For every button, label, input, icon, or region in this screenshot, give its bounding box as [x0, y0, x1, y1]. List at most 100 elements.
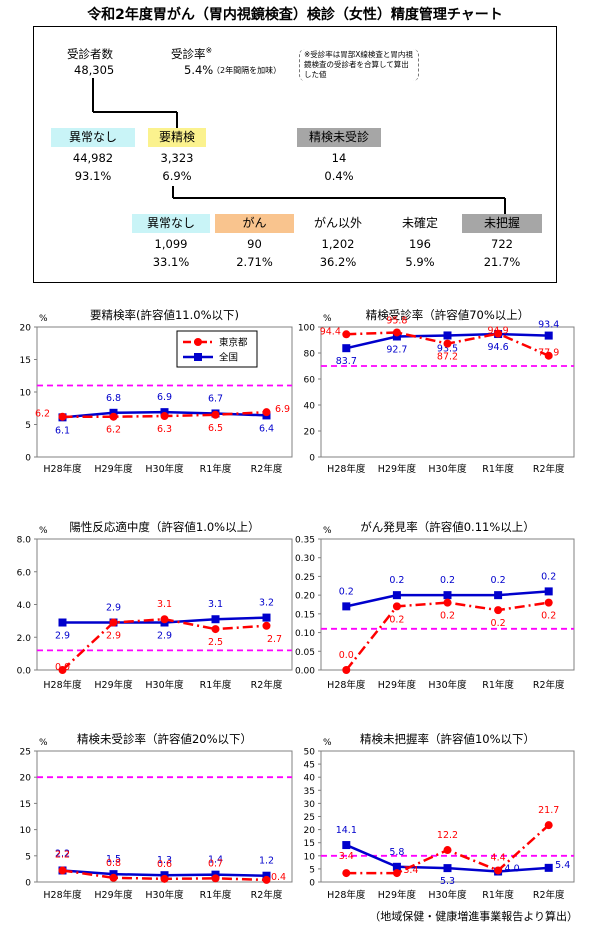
national-data-point [544, 331, 553, 340]
tokyo-data-label: 4.4 [491, 852, 506, 863]
y-tick-label: 0.30 [295, 554, 315, 564]
y-tick-label: 0.05 [295, 648, 315, 658]
national-data-label: 0.2 [541, 571, 556, 582]
chart-title: 精検受診率（許容値70%以上） [366, 308, 530, 322]
tokyo-data-point [160, 615, 169, 624]
x-tick-label: R1年度 [482, 889, 514, 901]
national-data-label: 83.7 [336, 356, 357, 367]
y-tick-label: 25 [20, 748, 31, 758]
x-tick-label: H30年度 [428, 463, 467, 475]
legend-box [176, 330, 258, 368]
page-title: 令和2年度胃がん（胃内視鏡検査）検診（女性）精度管理チャート [87, 7, 503, 23]
national-data-point [443, 864, 452, 873]
y-tick-label: 40 [304, 402, 316, 412]
y-unit-label: % [323, 738, 332, 748]
second-noncancer-pct: 36.2% [319, 255, 357, 269]
tokyo-data-label: 0.2 [491, 618, 506, 629]
tokyo-data-label: 0.4 [271, 872, 286, 883]
tokyo-data-label: 3.1 [157, 599, 172, 610]
national-data-point [342, 841, 351, 850]
x-tick-label: H29年度 [94, 889, 133, 901]
y-unit-label: % [39, 738, 48, 748]
tokyo-data-point [58, 866, 67, 875]
tokyo-data-point [58, 412, 67, 421]
x-tick-label: R1年度 [482, 679, 514, 691]
x-tick-label: R2年度 [251, 679, 283, 691]
x-tick-label: H28年度 [327, 679, 366, 691]
y-tick-label: 0.00 [295, 667, 315, 677]
y-tick-label: 5 [25, 852, 31, 862]
y-tick-label: 0 [309, 454, 315, 464]
x-tick-label: R1年度 [200, 889, 232, 901]
y-tick-label: 15 [304, 839, 315, 849]
x-tick-label: H30年度 [145, 889, 184, 901]
second-undetermined-value: 196 [409, 237, 431, 251]
x-tick-label: H28年度 [43, 679, 82, 691]
x-tick-label: R1年度 [200, 679, 232, 691]
tokyo-data-point [443, 339, 452, 348]
national-data-point [392, 332, 401, 341]
tokyo-data-point [342, 666, 351, 674]
tokyo-data-label: 87.2 [437, 352, 458, 363]
chart-title: 要精検率(許容値11.0%以下) [90, 308, 239, 322]
y-tick-label: 2.0 [17, 634, 32, 644]
first-unexamined-pct: 0.4% [324, 169, 354, 183]
x-tick-label: H29年度 [378, 679, 417, 691]
chart-title: 精検未受診率（許容値20%以下） [77, 732, 252, 746]
legend-tokyo-marker [194, 338, 202, 346]
chart-title: がん発見率（許容値0.11%以上） [360, 520, 535, 534]
legend-national-marker [194, 353, 202, 361]
rate-mark: ※ [205, 46, 213, 56]
first-unexamined-value: 14 [331, 151, 347, 165]
chart-3: 陽性反応適中度（許容値1.0%以上）% 0.0 2.0 4.0 6.0 8.0 H28年度 H… [17, 520, 293, 691]
chart-5: 精検未受診率（許容値20%以下）% 0 5 10 15 20 25 H28年度 H29年度 H30… [20, 732, 293, 901]
second-cancer-pct: 2.71% [236, 255, 273, 269]
y-tick-label: 5 [309, 865, 315, 875]
national-data-point [494, 591, 503, 600]
national-data-label: 94.6 [488, 342, 509, 353]
national-data-label: 0.2 [339, 586, 354, 597]
national-data-label: 5.3 [440, 876, 455, 887]
tokyo-data-point [160, 874, 169, 883]
x-tick-label: H29年度 [378, 463, 417, 475]
source-footer: （地域保健・健康増進事業報告より算出） [369, 910, 578, 923]
tokyo-data-label: 3.4 [403, 865, 418, 876]
tokyo-data-point [342, 869, 351, 878]
national-data-point [58, 618, 67, 627]
national-data-label: 92.7 [386, 344, 407, 355]
tokyo-data-point [544, 598, 553, 607]
tokyo-data-label: 0.8 [106, 858, 121, 869]
national-data-label: 6.1 [55, 425, 70, 436]
tokyo-data-label: 94.4 [320, 326, 341, 337]
national-data-label: 1.4 [208, 855, 223, 866]
x-tick-label: R2年度 [533, 679, 565, 691]
tokyo-data-point [494, 329, 503, 338]
y-tick-label: 6.0 [17, 568, 32, 578]
tokyo-data-label: 2.9 [106, 631, 121, 642]
tokyo-data-point [109, 412, 118, 421]
y-tick-label: 10 [20, 389, 32, 399]
second-cancer-value: 90 [247, 237, 262, 251]
x-tick-label: H30年度 [428, 889, 467, 901]
tokyo-data-point [392, 328, 401, 337]
second-normal-box: 異常なし [132, 214, 210, 233]
legend-national-label: 全国 [219, 352, 238, 364]
y-tick-label: 0 [25, 879, 31, 889]
tokyo-data-point [109, 873, 118, 882]
national-data-label: 6.8 [106, 393, 121, 404]
y-tick-label: 40 [304, 774, 316, 784]
second-undetermined-box: 未確定 [401, 216, 438, 230]
national-data-point [392, 591, 401, 600]
national-data-label: 5.8 [389, 847, 404, 858]
x-tick-label: R2年度 [533, 889, 565, 901]
first-referral-box: 要精検 [148, 128, 206, 147]
y-tick-label: 80 [304, 350, 316, 360]
x-tick-label: R2年度 [251, 463, 283, 475]
y-tick-label: 20 [20, 324, 32, 334]
x-tick-label: H29年度 [378, 889, 417, 901]
national-data-label: 1.2 [259, 856, 274, 867]
legend-tokyo-label: 東京都 [219, 337, 248, 349]
y-tick-label: 15 [20, 800, 31, 810]
x-tick-label: H28年度 [43, 463, 82, 475]
y-tick-label: 0.10 [295, 629, 315, 639]
